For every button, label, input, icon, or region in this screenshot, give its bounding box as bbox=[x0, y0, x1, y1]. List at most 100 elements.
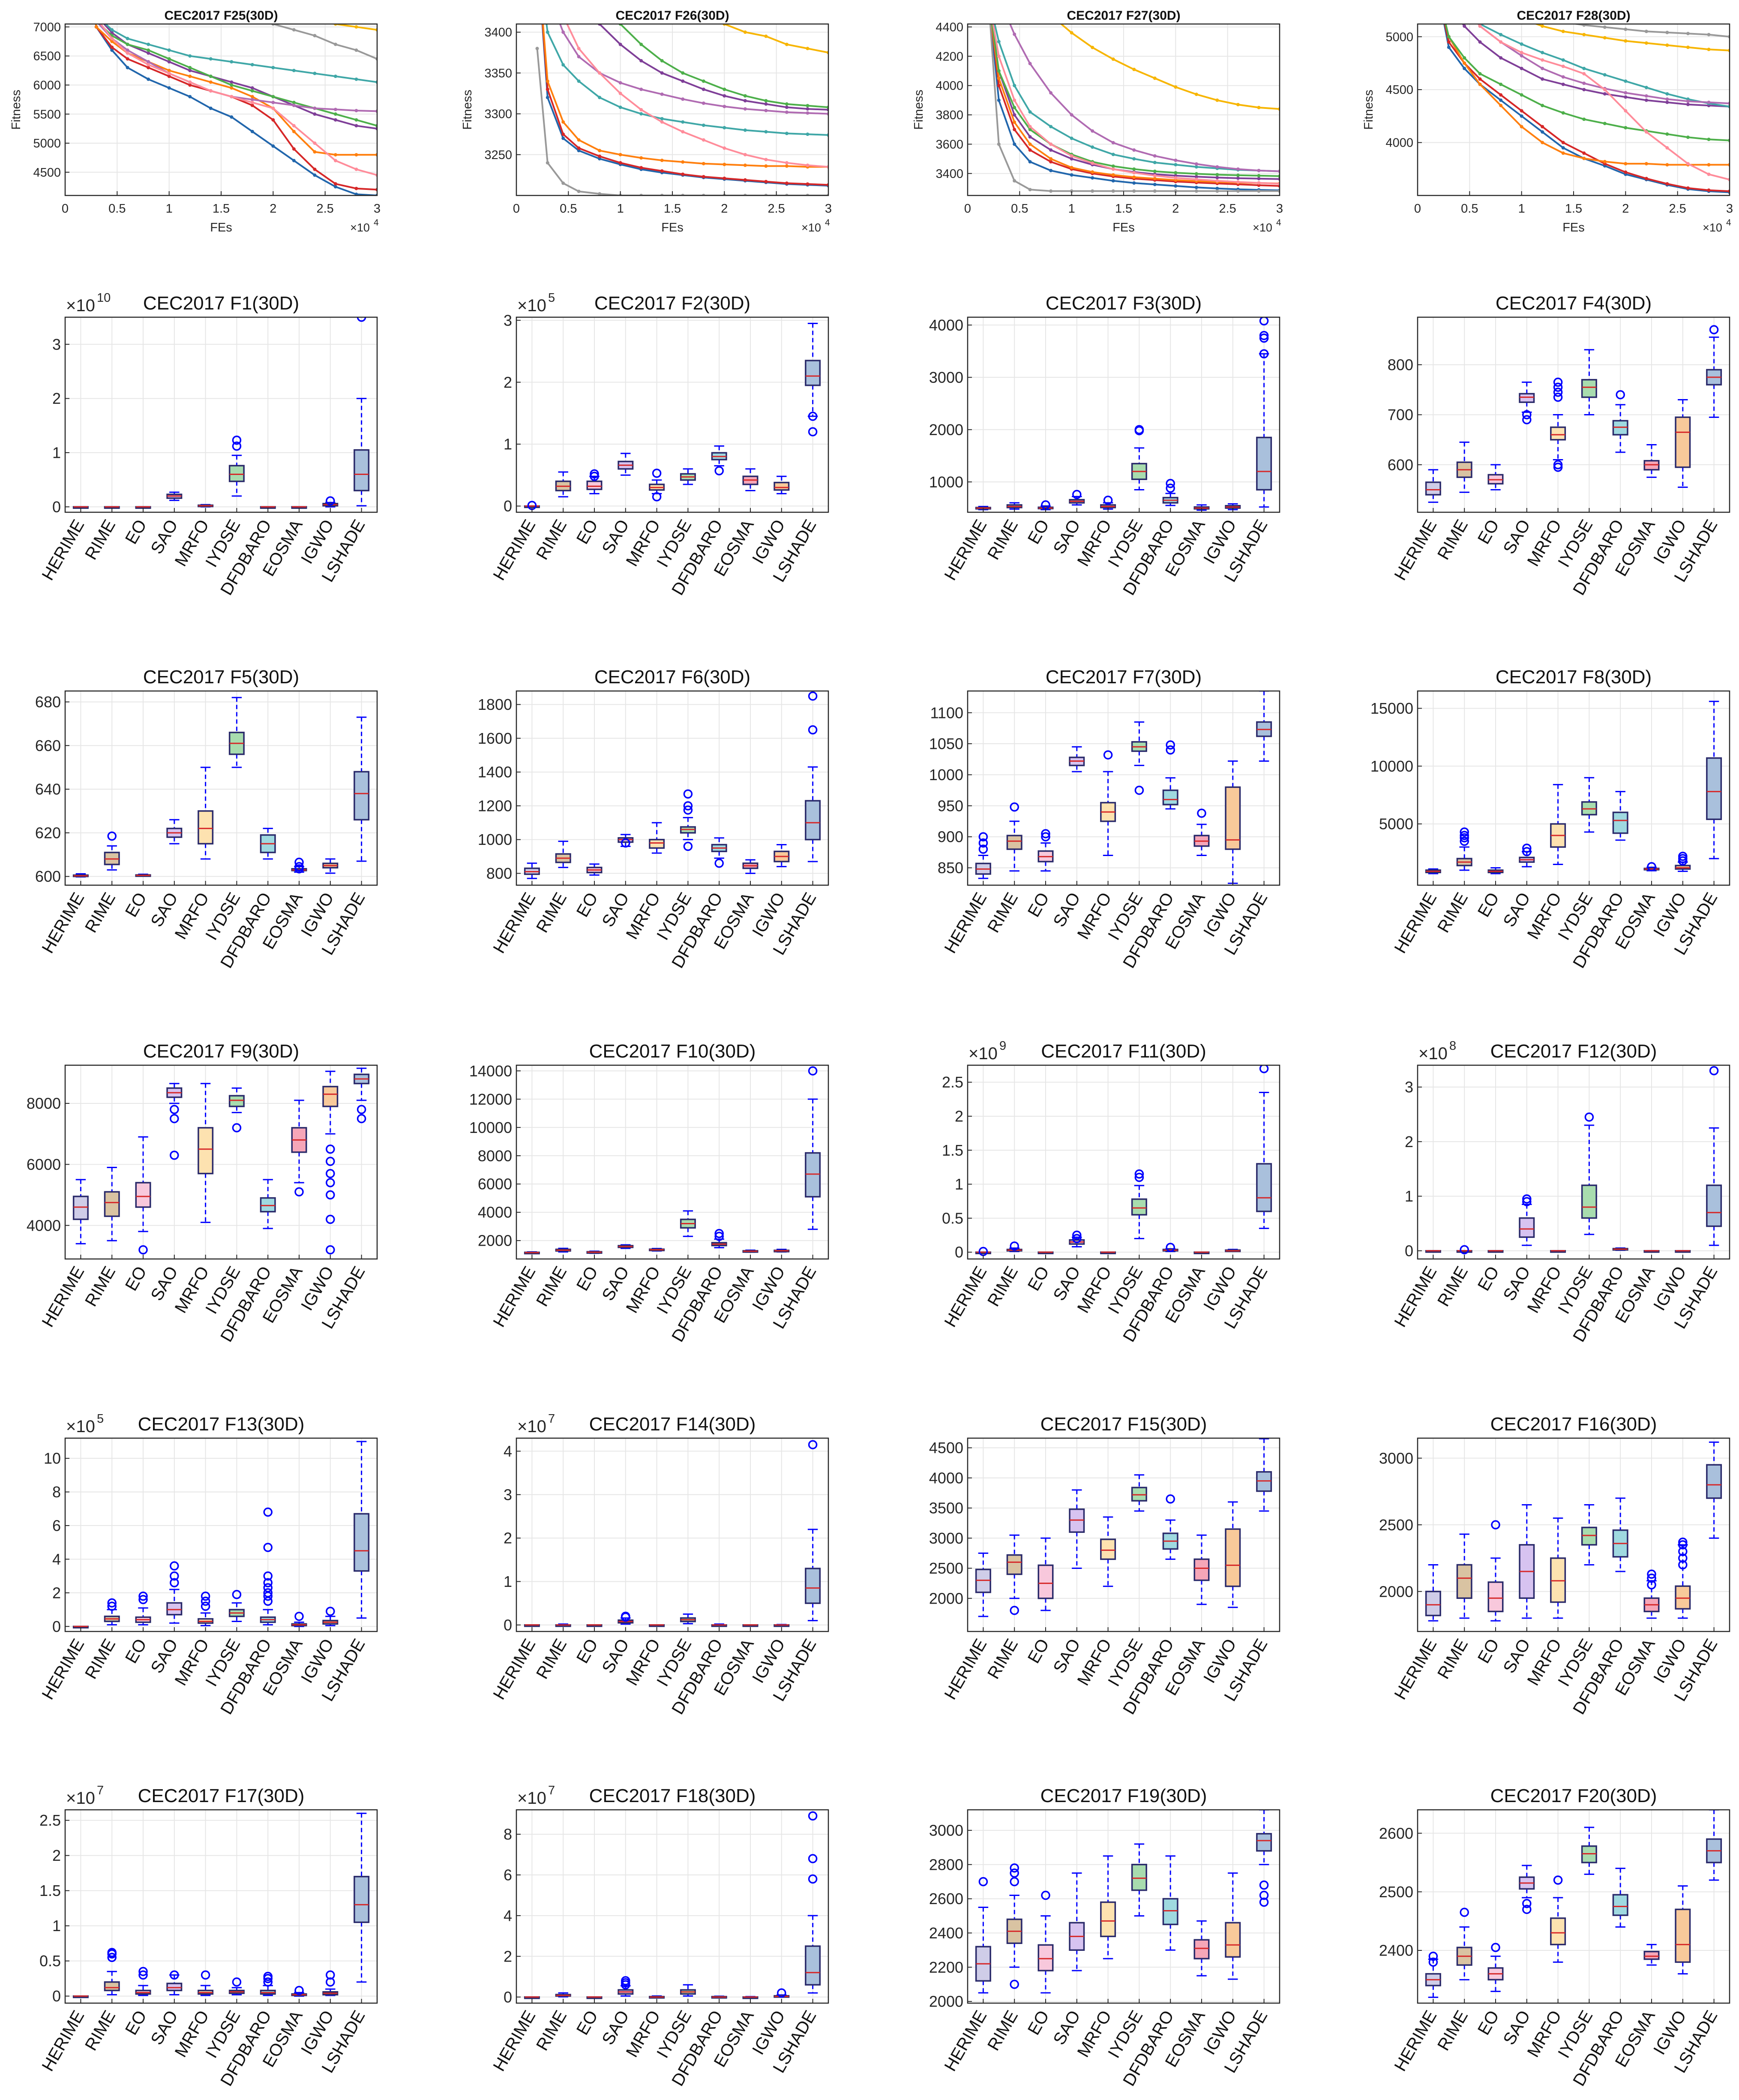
outlier-point bbox=[1460, 827, 1469, 837]
series-point bbox=[1215, 98, 1219, 102]
series-line-9 bbox=[559, 24, 828, 115]
chart-title: CEC2017 F12(30D) bbox=[1490, 1041, 1657, 1062]
series-point bbox=[1132, 67, 1136, 71]
chart-2: 3250 3300 3350 3400 CEC2017 F26(30D) 0 0.5 1 1.5… bbox=[461, 9, 832, 234]
series-point bbox=[292, 124, 296, 128]
data-layer bbox=[535, 24, 828, 195]
series-point bbox=[1049, 160, 1053, 164]
box-IGWO bbox=[1675, 1908, 1691, 1963]
series-point bbox=[561, 181, 565, 185]
chart-19: 2000 2500 3000 3500 4000 4500 CEC2017 F15(30D)… bbox=[929, 1414, 1280, 1718]
y-tick-label: 1.5 bbox=[39, 1882, 61, 1899]
plot-area bbox=[65, 1810, 377, 2003]
x-exponent-base: ×10 bbox=[801, 221, 821, 234]
axes-frame bbox=[967, 690, 1280, 886]
series-point bbox=[702, 138, 705, 142]
series-point bbox=[1644, 30, 1648, 33]
series-line-7 bbox=[104, 24, 377, 83]
y-tick-label: 620 bbox=[35, 824, 61, 841]
x-tick-label: EO bbox=[1474, 2007, 1503, 2038]
series-point bbox=[561, 120, 565, 124]
series-point bbox=[997, 84, 1001, 87]
y-tick-label: 1 bbox=[504, 1573, 512, 1590]
box-DFDBARO bbox=[1612, 811, 1628, 834]
series-point bbox=[1153, 177, 1157, 180]
plot-area bbox=[516, 1438, 828, 1631]
y-tick-label: 4000 bbox=[1385, 136, 1413, 150]
y-tick-label: 0 bbox=[504, 1988, 512, 2006]
chart-title: CEC2017 F28(30D) bbox=[1517, 9, 1630, 23]
series-point bbox=[1257, 105, 1261, 109]
series-point bbox=[1257, 174, 1261, 177]
series-point bbox=[1257, 181, 1261, 185]
y-tick-label: 3500 bbox=[929, 1499, 963, 1517]
x-tick-label: RIME bbox=[984, 1263, 1022, 1310]
series-point bbox=[723, 87, 726, 91]
axes-frame bbox=[967, 1437, 1280, 1632]
series-point bbox=[1686, 162, 1690, 165]
box-LSHADE bbox=[354, 1513, 370, 1572]
outlier-point bbox=[714, 1229, 724, 1238]
series-point bbox=[1463, 9, 1466, 12]
box-LSHADE bbox=[805, 800, 821, 841]
series-point bbox=[1541, 104, 1544, 108]
chart-title: CEC2017 F1(30D) bbox=[143, 293, 299, 314]
outlier-point bbox=[1522, 1194, 1532, 1204]
series-point bbox=[561, 63, 565, 67]
series-point bbox=[1174, 189, 1178, 193]
x-exponent: 4 bbox=[1276, 218, 1281, 228]
series-point bbox=[1091, 45, 1094, 49]
series-point bbox=[1091, 170, 1094, 174]
series-point bbox=[1665, 182, 1669, 186]
x-tick-label: 3 bbox=[1726, 202, 1733, 216]
outlier-point bbox=[263, 1977, 273, 1987]
y-tick-label: 1400 bbox=[478, 763, 512, 781]
y-tick-label: 4000 bbox=[935, 79, 963, 93]
y-tick-label: 3350 bbox=[484, 66, 512, 80]
outlier-point bbox=[1522, 410, 1532, 420]
axes-frame bbox=[516, 1064, 829, 1260]
series-point bbox=[1236, 103, 1240, 107]
series-point bbox=[723, 94, 726, 98]
outlier-point bbox=[808, 1811, 818, 1821]
box-DFDBARO bbox=[1162, 789, 1178, 805]
chart-title: CEC2017 F2(30D) bbox=[594, 293, 750, 314]
y-tick-label: 0 bbox=[955, 1244, 963, 1261]
series-point bbox=[681, 79, 685, 83]
outlier-point bbox=[263, 1571, 273, 1581]
outlier-point bbox=[201, 1596, 210, 1606]
y-tick-label: 3 bbox=[504, 312, 512, 329]
y-tick-label: 0.5 bbox=[39, 1952, 61, 1970]
series-point bbox=[598, 71, 602, 75]
outlier-point bbox=[808, 427, 818, 436]
y-exponent-base: ×10 bbox=[517, 1417, 546, 1436]
outlier-point bbox=[652, 469, 662, 478]
series-point bbox=[1028, 148, 1032, 152]
box-EOSMA bbox=[1643, 1950, 1660, 1960]
series-point bbox=[313, 34, 317, 38]
y-tick-label: 4 bbox=[52, 1550, 61, 1568]
y-tick-label: 8000 bbox=[27, 1095, 61, 1112]
series-point bbox=[354, 109, 358, 113]
series-point bbox=[743, 94, 747, 98]
y-tick-label: 6000 bbox=[478, 1175, 512, 1193]
series-point bbox=[660, 92, 664, 96]
series-point bbox=[1070, 154, 1073, 158]
outlier-point bbox=[1522, 843, 1532, 853]
x-tick-label: EO bbox=[122, 1636, 150, 1667]
y-exponent-base: ×10 bbox=[517, 296, 546, 315]
series-point bbox=[1049, 13, 1052, 17]
series-point bbox=[598, 154, 602, 158]
box-LSHADE bbox=[1706, 757, 1722, 820]
data-layer bbox=[989, 13, 1280, 193]
y-tick-label: 5500 bbox=[33, 108, 61, 121]
series-point bbox=[188, 75, 192, 78]
series-point bbox=[1153, 174, 1157, 177]
y-tick-label: 2 bbox=[52, 1584, 61, 1601]
series-point bbox=[354, 48, 358, 52]
x-exponent: 4 bbox=[1726, 218, 1731, 228]
chart-title: CEC2017 F20(30D) bbox=[1490, 1785, 1657, 1806]
box-LSHADE bbox=[354, 1876, 370, 1923]
series-point bbox=[1463, 56, 1466, 60]
